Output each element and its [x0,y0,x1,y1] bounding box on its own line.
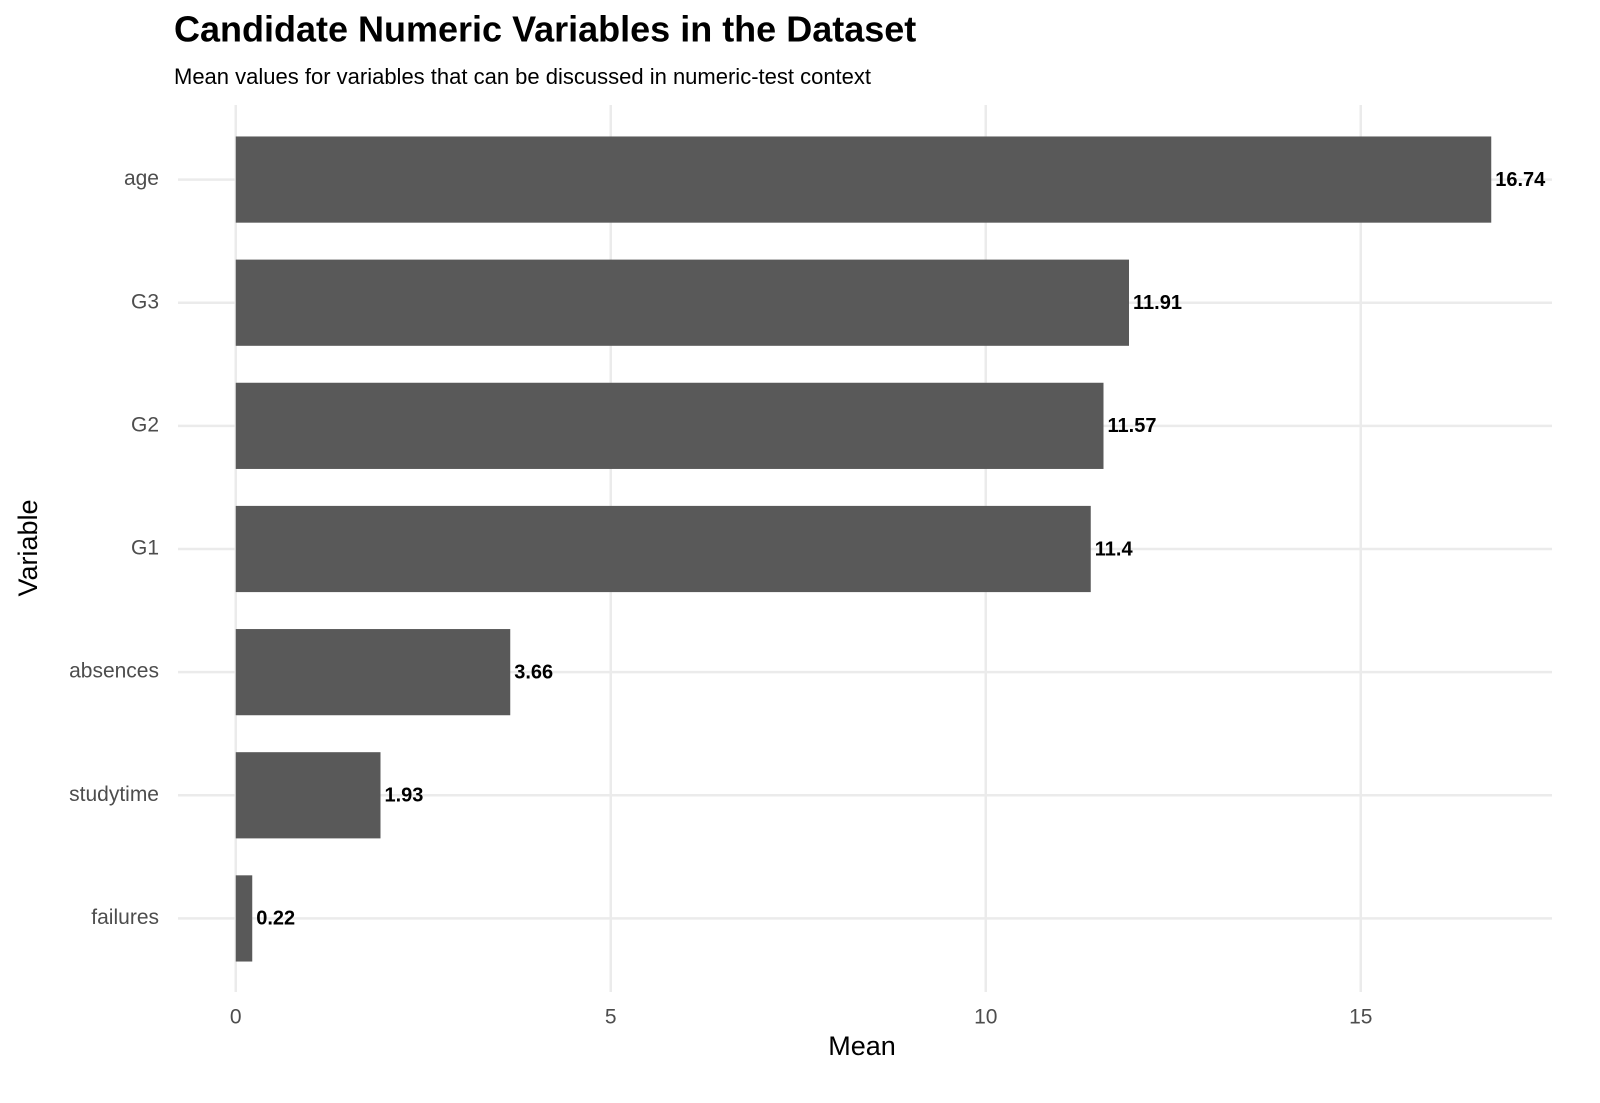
bar [235,505,1091,593]
value-label: 0.22 [256,908,295,930]
chart-title: Candidate Numeric Variables in the Datas… [174,9,916,50]
value-label: 11.4 [1095,538,1134,560]
value-label: 1.93 [385,785,424,807]
value-label: 11.57 [1108,415,1157,437]
x-tick-label: 0 [230,1006,242,1029]
value-label: 3.66 [514,661,553,683]
y-tick-label: absences [69,660,159,683]
y-tick-label: G3 [131,290,159,313]
y-tick-label: G1 [131,537,159,560]
x-tick-label: 15 [1349,1006,1372,1029]
bar [235,875,253,962]
x-tick-label: 5 [605,1006,617,1029]
value-label: 11.91 [1133,292,1182,314]
bar [235,382,1104,469]
y-tick-label: failures [91,906,159,929]
bar [235,752,381,839]
bar [235,136,1492,223]
x-tick-label: 10 [974,1006,997,1029]
y-tick-label: G2 [131,413,159,436]
chart-subtitle: Mean values for variables that can be di… [174,64,871,89]
bar [235,629,511,716]
x-axis-title: Mean [828,1031,896,1061]
y-axis-title: Variable [13,499,43,596]
value-label: 16.74 [1495,169,1546,191]
y-tick-label: age [124,167,159,190]
bar [235,259,1129,346]
y-tick-label: studytime [69,783,159,806]
